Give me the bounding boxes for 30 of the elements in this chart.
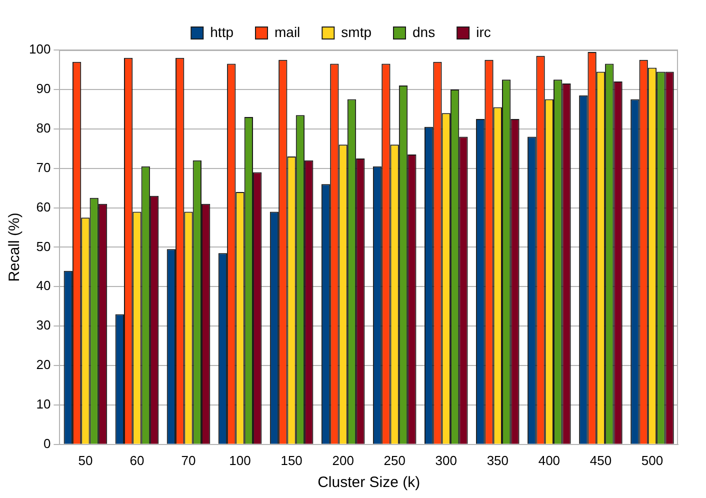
y-tick-label: 30	[36, 318, 51, 333]
x-tick-label: 450	[590, 452, 612, 468]
legend-label: mail	[274, 24, 300, 40]
legend-label: smtp	[341, 24, 372, 40]
x-tick-label: 350	[486, 452, 509, 468]
y-tick-label: 50	[36, 238, 51, 254]
y-tick-label: 80	[36, 120, 51, 136]
y-tick-label: 90	[36, 81, 51, 96]
y-axis-title: Recall (%)	[6, 212, 24, 282]
y-tick-label: 40	[36, 278, 51, 294]
legend-label: http	[210, 24, 234, 40]
x-tick-label: 150	[280, 452, 302, 468]
x-axis-title: Cluster Size (k)	[318, 474, 420, 492]
x-tick-label: 400	[538, 452, 560, 468]
x-tick-label: 50	[78, 452, 93, 468]
x-tick-label: 250	[384, 452, 406, 468]
legend-label: dns	[412, 24, 436, 40]
x-tick-label: 300	[435, 452, 457, 468]
y-tick-label: 0	[43, 436, 51, 451]
y-tick-label: 70	[36, 160, 51, 175]
legend-label: irc	[476, 24, 491, 40]
x-tick-label: 100	[229, 452, 251, 468]
x-tick-label: 70	[181, 452, 196, 468]
x-tick-label: 200	[332, 452, 354, 468]
y-tick-label: 20	[36, 357, 51, 372]
y-tick-label: 60	[36, 199, 51, 214]
y-tick-label: 10	[36, 396, 51, 412]
x-tick-label: 500	[641, 452, 664, 468]
x-tick-label: 60	[130, 452, 144, 468]
y-tick-label: 100	[28, 42, 51, 57]
